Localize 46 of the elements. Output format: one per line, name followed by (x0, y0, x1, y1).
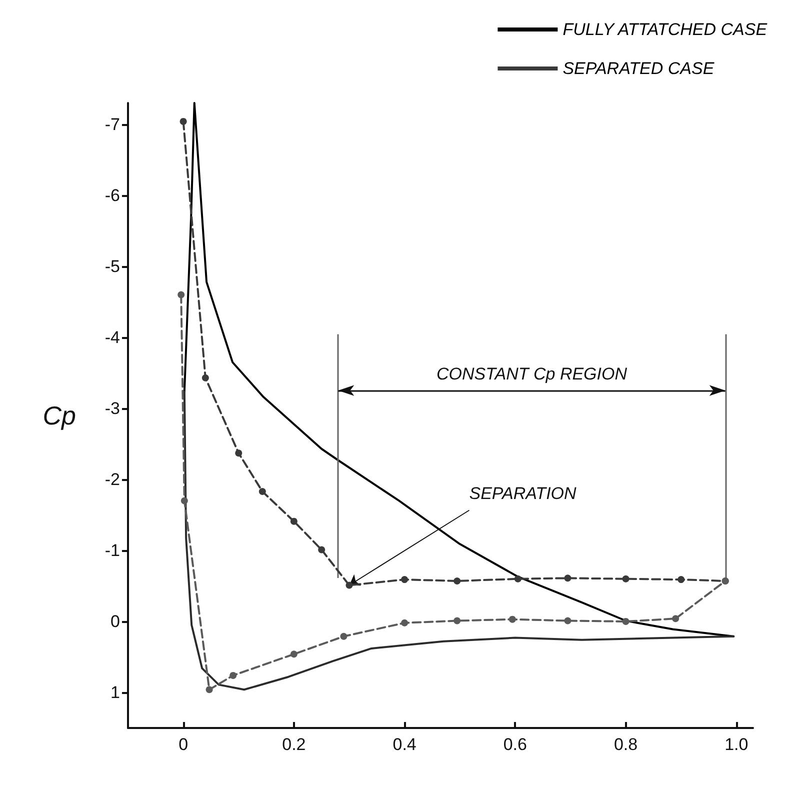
legend-label: FULLY ATTATCHED CASE (562, 20, 768, 39)
x-tick-label: 0 (178, 735, 188, 754)
point (290, 518, 298, 525)
point (180, 497, 188, 504)
x-tick-label: 0.2 (282, 735, 306, 754)
point (454, 617, 461, 624)
y-tick-label: -4 (104, 328, 120, 347)
y-tick-label: -7 (104, 114, 120, 134)
x-tick-label: 0.8 (614, 735, 638, 754)
y-tick-label: -1 (104, 540, 120, 560)
point (454, 577, 461, 584)
point (401, 576, 408, 584)
point (290, 650, 298, 658)
point (230, 672, 237, 679)
point (180, 118, 187, 125)
x-tick-label: 1.0 (724, 735, 748, 754)
y-tick-label: -5 (104, 256, 120, 276)
x-tick-label: 0.6 (503, 735, 527, 754)
y-tick-label: 0 (110, 612, 120, 631)
point (346, 582, 353, 589)
point (514, 575, 522, 582)
annotation: CONSTANT Cp REGION (436, 364, 628, 384)
point (178, 291, 185, 298)
point (622, 618, 630, 625)
point (318, 546, 326, 554)
y-tick-label: -2 (104, 470, 120, 489)
point (564, 574, 572, 582)
point (340, 632, 348, 640)
annotation: SEPARATION (469, 484, 578, 504)
point (235, 450, 242, 457)
y-tick-label: 1 (110, 682, 120, 702)
point (206, 686, 213, 694)
y-tick-label: -6 (104, 186, 120, 205)
line-series (183, 390, 735, 691)
point (564, 617, 572, 624)
point (622, 575, 630, 582)
x-tick-label: 0.4 (392, 735, 416, 754)
point (258, 488, 266, 495)
point (202, 374, 209, 382)
point (678, 576, 685, 584)
point (672, 615, 680, 622)
point (508, 616, 516, 623)
y-tick-label: -3 (104, 398, 120, 418)
legend-label: SEPARATED CASE (562, 59, 715, 78)
point (401, 619, 408, 626)
y-axis-title: Cp (42, 400, 76, 430)
